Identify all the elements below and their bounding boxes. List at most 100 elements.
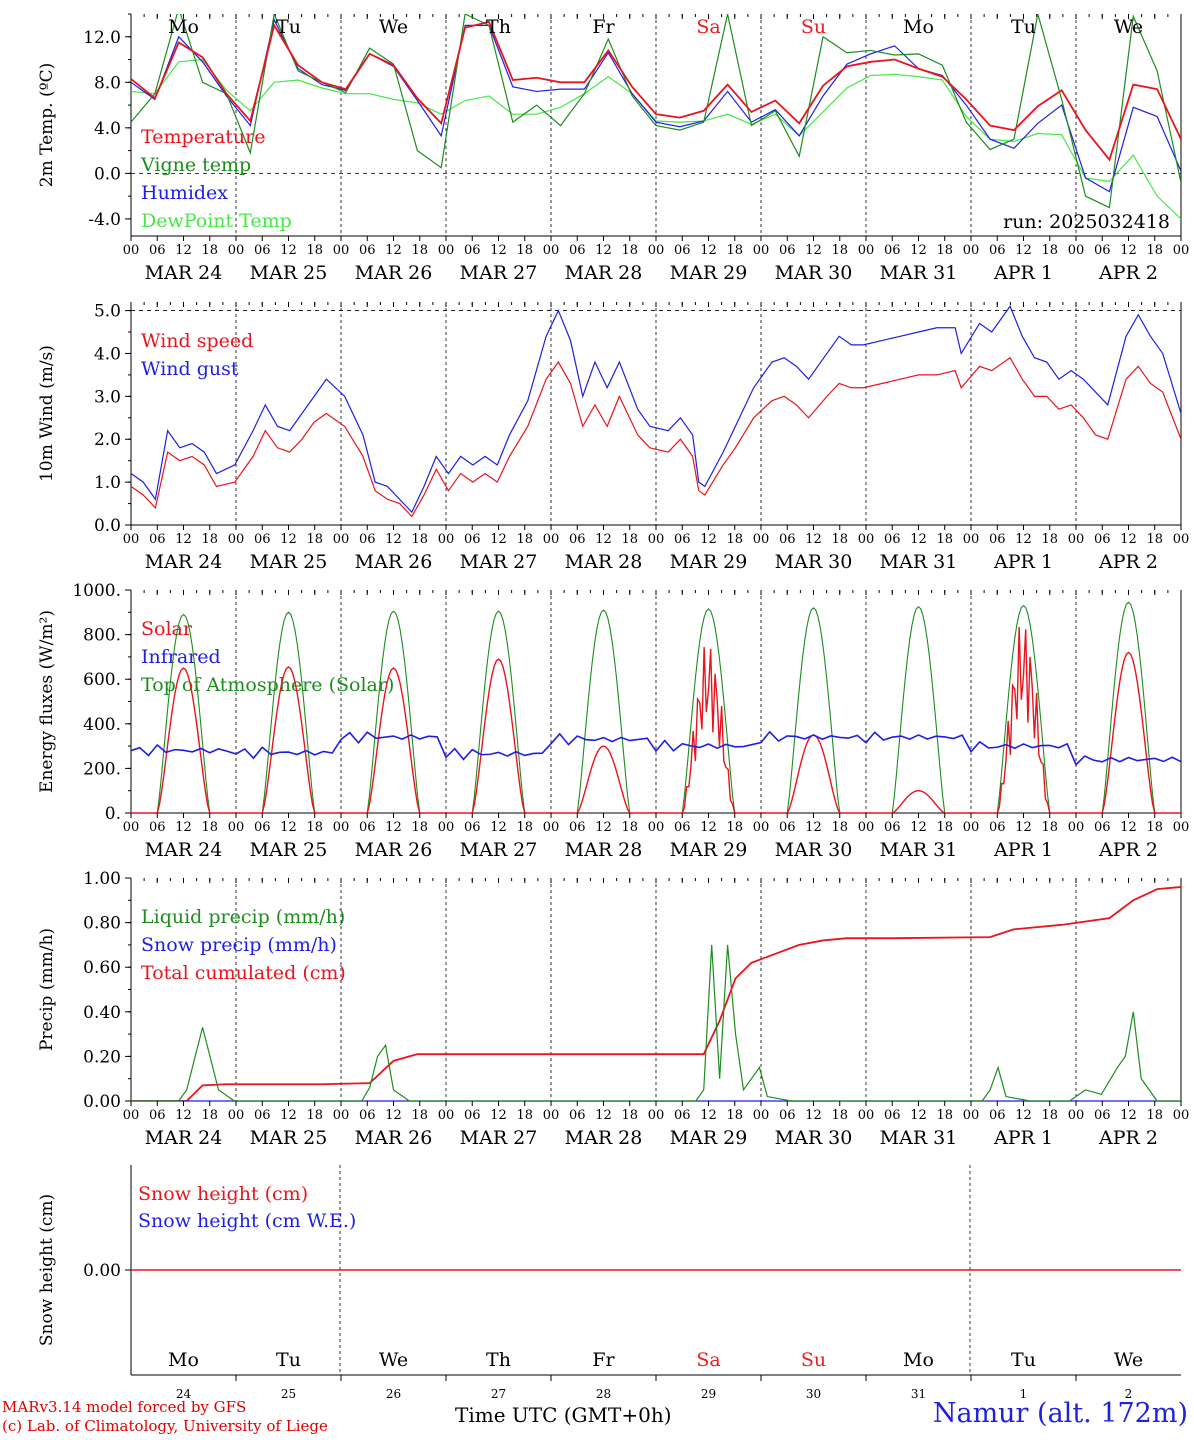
date-label: MAR 24 [145,839,223,861]
hour-label: 12 [280,243,297,258]
date-label: APR 1 [993,1127,1053,1149]
hour-label: 18 [1041,1108,1058,1123]
y-axis-label: 2m Temp. (ºC) [37,63,57,188]
hour-label: 06 [674,532,691,547]
date-label: APR 2 [1098,551,1158,573]
bottom-day-number: 31 [911,1387,926,1401]
y-axis-label: 10m Wind (m/s) [37,345,57,482]
hour-label: 06 [1094,532,1111,547]
y-tick-label: 600. [83,670,121,690]
hour-label: 12 [805,532,822,547]
hour-label: 00 [123,820,140,835]
bottom-day-name: Sa [696,1349,720,1371]
hour-label: 06 [674,820,691,835]
legend-entry: DewPoint Temp [141,210,292,232]
legend-entry: Liquid precip (mm/h) [141,906,345,928]
hour-label: 18 [411,243,428,258]
day-name: We [1114,16,1143,38]
hour-label: 00 [1068,820,1085,835]
y-tick-label: 3.0 [94,387,121,407]
legend-entry: Snow height (cm) [138,1183,308,1205]
date-label: MAR 27 [460,839,538,861]
hour-label: 18 [1041,820,1058,835]
bottom-day-number: 2 [1125,1387,1133,1401]
date-label: MAR 25 [250,839,328,861]
hour-label: 18 [831,243,848,258]
footer-credits: MARv3.14 model forced by GFS (c) Lab. of… [2,1398,328,1436]
hour-label: 12 [1120,1108,1137,1123]
day-name: Th [486,16,511,38]
hour-label: 06 [674,1108,691,1123]
series-infrared [131,730,1181,767]
hour-label: 00 [123,532,140,547]
date-label: MAR 24 [145,551,223,573]
run-label: run: 2025032418 [1003,211,1170,233]
hour-label: 12 [385,243,402,258]
y-tick-label: 1.0 [94,473,121,493]
hour-label: 00 [543,243,560,258]
legend-entry: Wind speed [141,330,253,352]
date-label: MAR 27 [460,1127,538,1149]
bottom-day-name: Mo [168,1349,199,1371]
date-label: MAR 29 [670,551,748,573]
series-humidex [131,17,1181,193]
series-total-cumulated-cm- [131,886,1181,1101]
hour-label: 00 [1173,243,1190,258]
hour-label: 18 [726,243,743,258]
hour-label: 06 [1094,820,1111,835]
hour-label: 00 [858,1108,875,1123]
lab-credit: (c) Lab. of Climatology, University of L… [2,1417,328,1435]
hour-label: 06 [884,243,901,258]
y-tick-label: 12.0 [83,28,121,48]
legend-entry: Wind gust [141,358,239,380]
hour-label: 00 [543,1108,560,1123]
hour-label: 18 [831,1108,848,1123]
hour-label: 06 [779,820,796,835]
day-name: Tu [1011,16,1036,38]
hour-label: 12 [175,1108,192,1123]
hour-label: 12 [910,820,927,835]
legend-entry: Temperature [141,126,265,148]
hour-label: 00 [963,1108,980,1123]
hour-label: 18 [621,532,638,547]
date-label: MAR 27 [460,262,538,284]
hour-label: 06 [254,532,271,547]
hour-label: 06 [884,532,901,547]
date-label: MAR 30 [775,551,853,573]
y-tick-label: 4.0 [94,344,121,364]
hour-label: 18 [726,820,743,835]
bottom-day-number: 28 [596,1387,611,1401]
hour-label: 06 [884,820,901,835]
y-tick-label: 400. [83,715,121,735]
y-tick-label: 1000. [72,581,121,601]
hour-label: 12 [805,1108,822,1123]
hour-label: 12 [175,820,192,835]
date-label: MAR 29 [670,839,748,861]
hour-label: 18 [1041,532,1058,547]
hour-label: 06 [464,820,481,835]
y-tick-label: 0.0 [94,164,121,184]
y-tick-label: 0.0 [94,516,121,536]
x-axis-label: Time UTC (GMT+0h) [455,1403,672,1427]
hour-label: 00 [1173,1108,1190,1123]
hour-label: 06 [569,243,586,258]
hour-label: 00 [228,532,245,547]
date-label: MAR 30 [775,1127,853,1149]
date-label: APR 2 [1098,262,1158,284]
hour-label: 18 [201,532,218,547]
y-tick-label: 2.0 [94,430,121,450]
date-label: MAR 31 [880,262,958,284]
legend-entry: Top of Atmosphere (Solar) [141,674,394,696]
hour-label: 18 [306,820,323,835]
y-tick-label: 1.00 [83,869,121,889]
bottom-day-number: 27 [491,1387,506,1401]
date-label: MAR 30 [775,262,853,284]
hour-label: 00 [543,532,560,547]
location-label: Namur (alt. 172m) [932,1398,1188,1429]
hour-label: 12 [280,820,297,835]
hour-label: 00 [1173,820,1190,835]
date-label: APR 2 [1098,1127,1158,1149]
hour-label: 06 [464,243,481,258]
hour-label: 06 [1094,243,1111,258]
hour-label: 18 [516,820,533,835]
